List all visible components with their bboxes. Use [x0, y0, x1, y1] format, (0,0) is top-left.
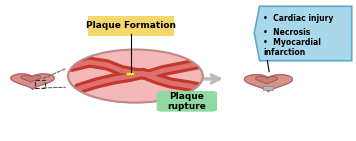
Circle shape	[68, 49, 203, 103]
Text: •  Myocardial
infarction: • Myocardial infarction	[263, 38, 321, 57]
Polygon shape	[254, 6, 352, 61]
Polygon shape	[256, 76, 278, 84]
Text: Plaque
rupture: Plaque rupture	[167, 92, 206, 111]
Text: •  Cardiac injury: • Cardiac injury	[263, 14, 334, 23]
Polygon shape	[21, 75, 41, 82]
FancyBboxPatch shape	[263, 86, 273, 90]
Text: Plaque Formation: Plaque Formation	[86, 21, 176, 30]
FancyBboxPatch shape	[126, 72, 134, 75]
Text: •  Necrosis: • Necrosis	[263, 28, 310, 37]
FancyBboxPatch shape	[88, 16, 174, 36]
Polygon shape	[245, 75, 293, 92]
FancyBboxPatch shape	[157, 91, 217, 112]
Polygon shape	[11, 74, 54, 89]
